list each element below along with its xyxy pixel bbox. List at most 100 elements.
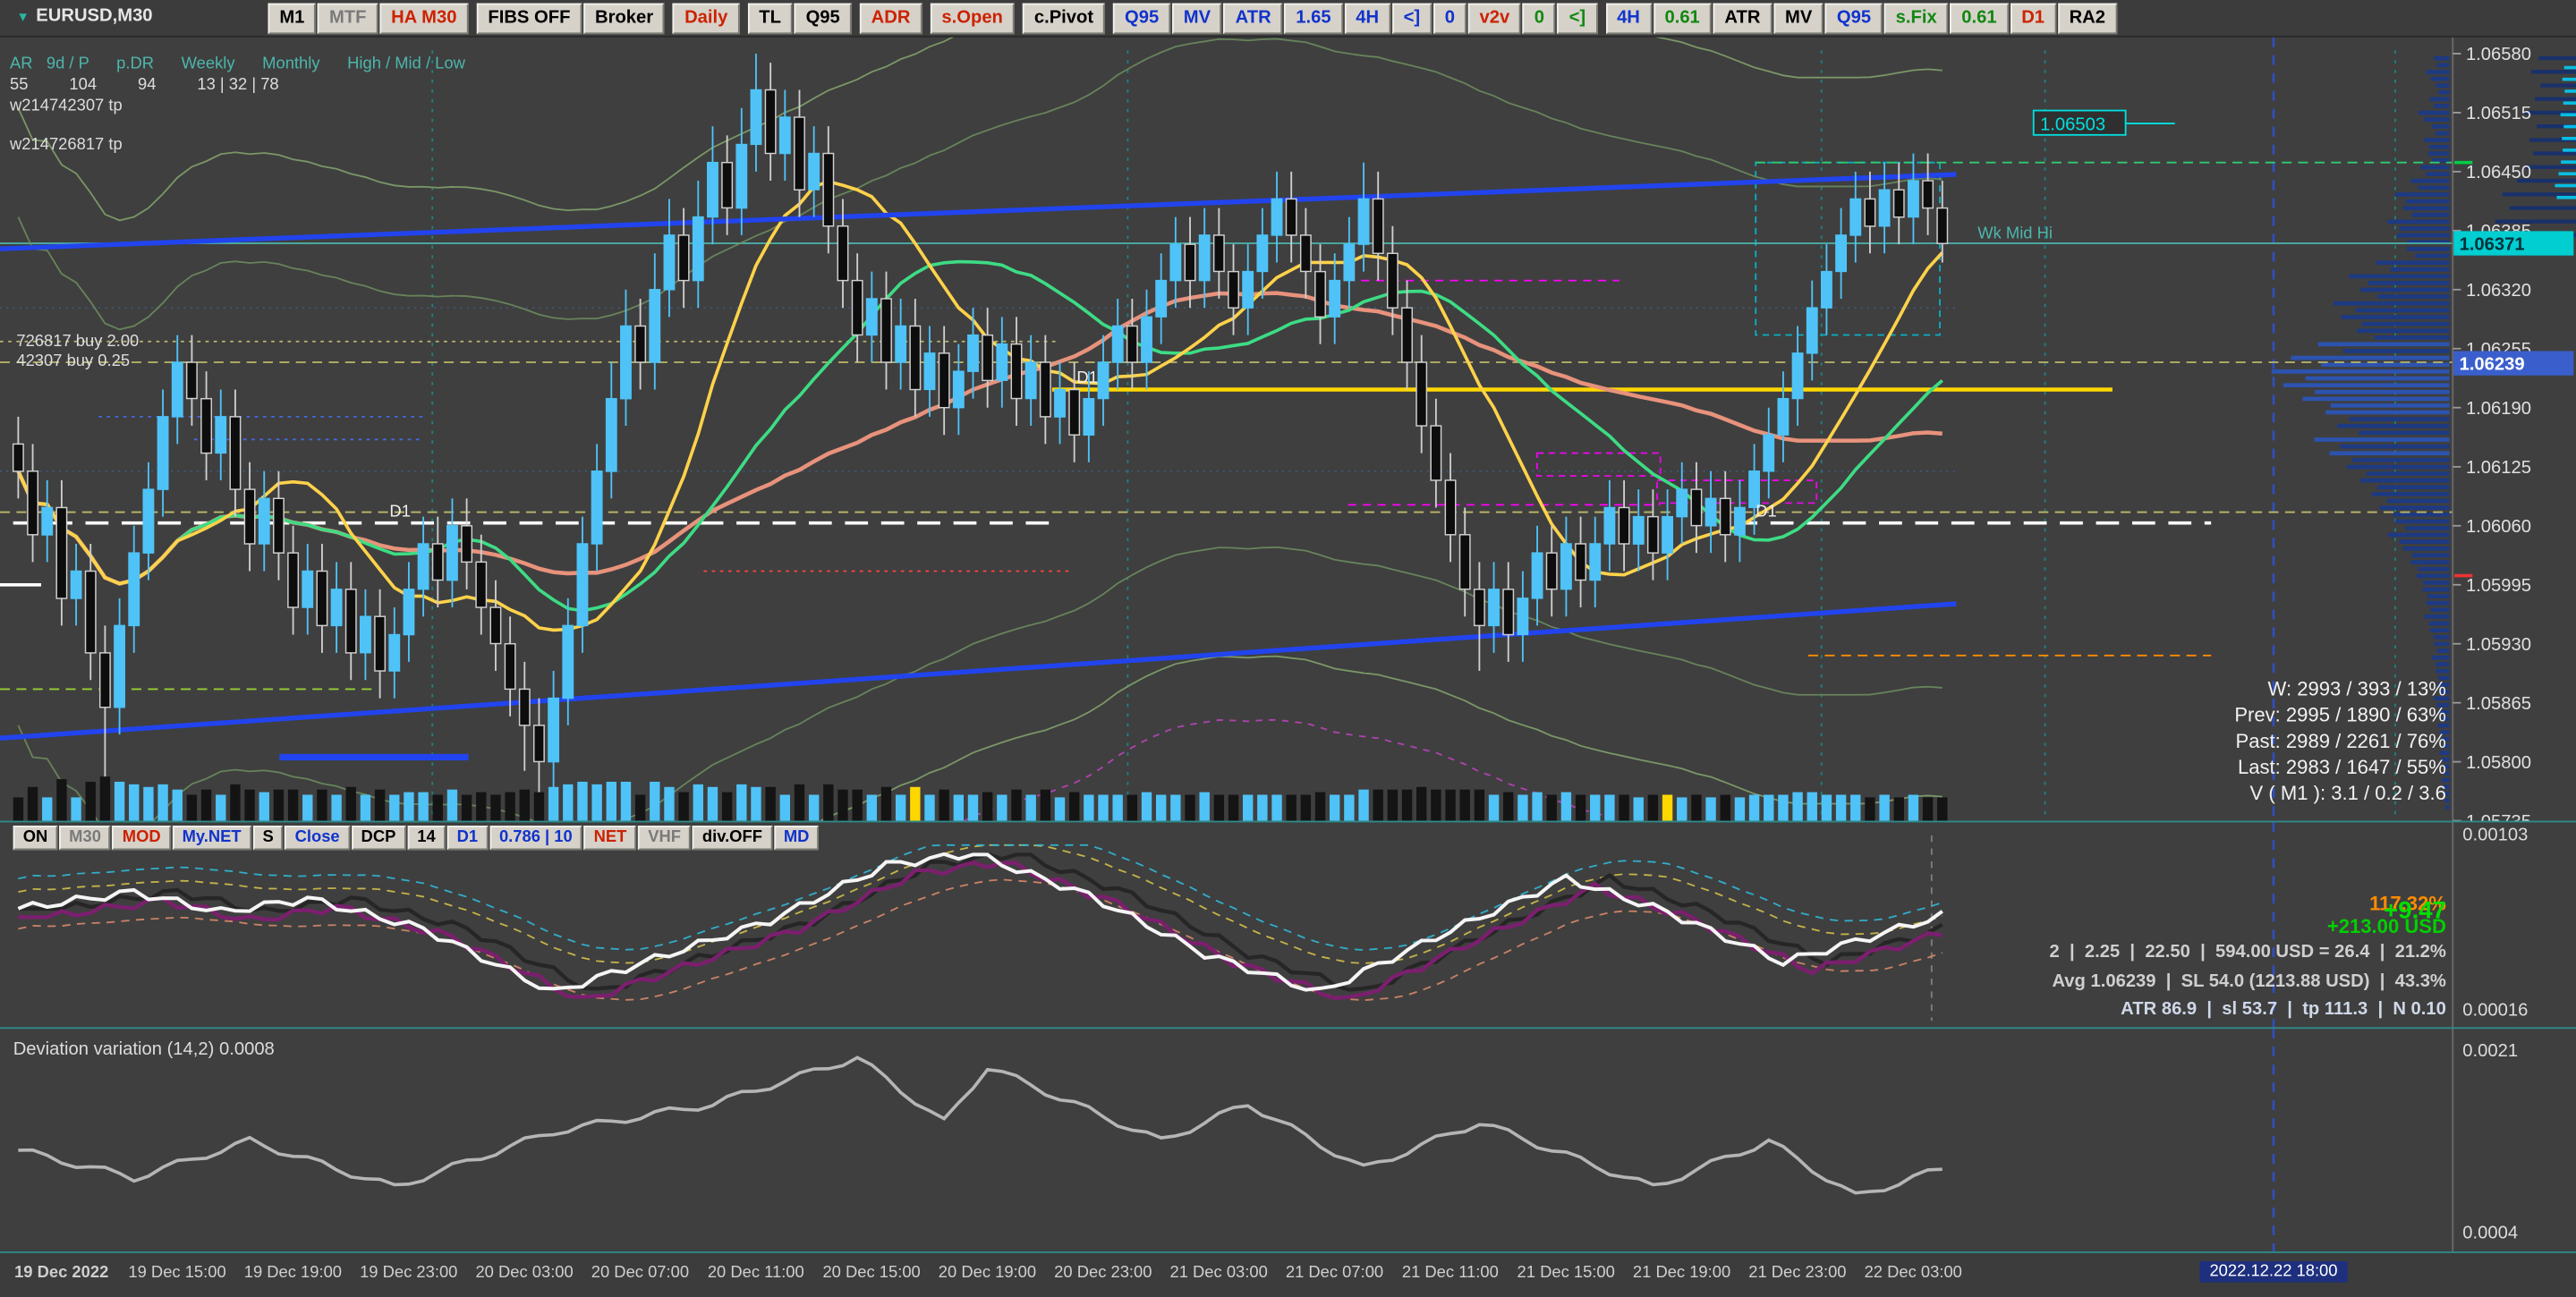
moving-averages	[16, 37, 1944, 821]
indicator-button-d1[interactable]: D1	[446, 826, 489, 851]
volume-histogram	[13, 776, 1948, 821]
toolbar-button-c.pivot[interactable]: c.Pivot	[1022, 3, 1105, 35]
toolbar-buttons: M1 MTF HA M30 FIBS OFF Broker Daily TL Q95 ADR s.…	[268, 3, 2117, 35]
price-marker-box: 1.06239	[2460, 354, 2525, 374]
price-scale-label: 1.06580	[2466, 45, 2531, 64]
price-chart-canvas[interactable]: 1.065801.065151.064501.063851.063201.062…	[0, 37, 2576, 821]
time-axis-label: 20 Dec 11:00	[707, 1264, 804, 1283]
time-axis-label: 21 Dec 07:00	[1285, 1264, 1384, 1283]
price-scale: 1.065801.065151.064501.063851.063201.062…	[2452, 37, 2576, 821]
indicator-button-md[interactable]: MD	[773, 826, 820, 851]
profit-usd: +213.00 USD	[2326, 914, 2446, 938]
oscillator-lines	[17, 822, 2454, 1030]
toolbar-group: TL Q95	[747, 3, 852, 35]
toolbar-button-mtf[interactable]: MTF	[318, 3, 378, 35]
indicator-button-div.off[interactable]: div.OFF	[692, 826, 772, 851]
symbol-tab[interactable]: ▼ EURUSD,M30	[4, 4, 166, 30]
time-axis-label: 20 Dec 23:00	[1054, 1264, 1152, 1283]
toolbar-button-atr[interactable]: ATR	[1223, 3, 1283, 35]
price-scale-label: 1.06320	[2466, 281, 2531, 301]
d1-level-label: D1	[1076, 368, 1097, 386]
time-axis-label: 21 Dec 23:00	[1748, 1264, 1847, 1283]
osc-scale-bottom: 0.00016	[2462, 1001, 2529, 1021]
toolbar-button-4h[interactable]: 4H	[1344, 3, 1390, 35]
toolbar-button-fibs-off[interactable]: FIBS OFF	[476, 3, 582, 35]
toolbar-button-0[interactable]: 0	[1522, 3, 1556, 35]
indicator-button-net[interactable]: NET	[583, 826, 637, 851]
volume-profile	[2271, 55, 2576, 810]
toolbar-button-broker[interactable]: Broker	[583, 3, 666, 35]
toolbar-button-v2v[interactable]: v2v	[1467, 3, 1522, 35]
toolbar-group: s.Open	[930, 3, 1015, 35]
toolbar-button-4h[interactable]: 4H	[1605, 3, 1652, 35]
oscillator-panel[interactable]: ON M30 MOD My.NET S Close DCP 14 D1 0.786 | 10 NET…	[0, 820, 2576, 1030]
toolbar-button-0[interactable]: 0	[1433, 3, 1467, 35]
indicator-button-mod[interactable]: MOD	[112, 826, 171, 851]
toolbar-button-mv[interactable]: MV	[1171, 3, 1222, 35]
deviation-canvas[interactable]	[0, 1029, 2576, 1253]
price-scale-label: 1.05865	[2466, 694, 2531, 714]
top-toolbar: ▼ EURUSD,M30 M1 MTF HA M30 FIBS OFF Broker Da…	[0, 0, 2576, 38]
toolbar-button-tl[interactable]: TL	[747, 3, 793, 35]
dev-scale-top: 0.0021	[2462, 1041, 2519, 1062]
deviation-panel[interactable]: Deviation variation (14,2) 0.0008 0.0021…	[0, 1027, 2576, 1253]
toolbar-button-d1[interactable]: D1	[2010, 3, 2056, 35]
toolbar-button-q95[interactable]: Q95	[1825, 3, 1883, 35]
toolbar-group: M1 MTF HA M30	[268, 3, 469, 35]
time-axis-label: 19 Dec 19:00	[243, 1264, 343, 1283]
indicator-button-my.net[interactable]: My.NET	[172, 826, 251, 851]
deviation-indicator-label: Deviation variation (14,2) 0.0008	[13, 1039, 275, 1060]
toolbar-button-0.61[interactable]: 0.61	[1653, 3, 1712, 35]
price-marker-box: 1.06371	[2460, 234, 2525, 254]
toolbar-button--[interactable]: <]	[1391, 3, 1433, 35]
time-axis-label: 21 Dec 11:00	[1401, 1264, 1499, 1283]
price-scale-label: 1.06060	[2466, 517, 2531, 537]
time-axis-label: 20 Dec 15:00	[822, 1264, 921, 1283]
toolbar-button-atr[interactable]: ATR	[1713, 3, 1773, 35]
toolbar-button-ra2[interactable]: RA2	[2057, 3, 2117, 35]
indicator-button-vhf[interactable]: VHF	[638, 826, 692, 851]
toolbar-button-0.61[interactable]: 0.61	[1950, 3, 2009, 35]
level-lines	[0, 161, 2453, 691]
time-cursor-box: 2022.12.22 18:00	[2199, 1260, 2348, 1283]
indicator-button-s[interactable]: S	[252, 826, 284, 851]
toolbar-button-q95[interactable]: Q95	[1113, 3, 1171, 35]
chevron-down-icon: ▼	[16, 8, 30, 24]
indicator-button-m30[interactable]: M30	[59, 826, 111, 851]
osc-scale-top: 0.00103	[2462, 826, 2529, 845]
indicator-button-on[interactable]: ON	[13, 826, 58, 851]
toolbar-button-m1[interactable]: M1	[268, 3, 317, 35]
price-scale-label: 1.06450	[2466, 163, 2531, 182]
d1-level-label: D1	[1756, 502, 1776, 521]
time-axis-label: 20 Dec 03:00	[475, 1264, 574, 1283]
time-axis-label: 19 Dec 15:00	[128, 1264, 226, 1283]
time-axis-label: 21 Dec 19:00	[1632, 1264, 1731, 1283]
toolbar-button-s.fix[interactable]: s.Fix	[1883, 3, 1949, 35]
toolbar-button-mv[interactable]: MV	[1773, 3, 1824, 35]
toolbar-button-adr[interactable]: ADR	[859, 3, 922, 35]
toolbar-button-s.open[interactable]: s.Open	[930, 3, 1015, 35]
trend-lines	[0, 172, 1957, 761]
oscillator-canvas[interactable]	[0, 822, 2576, 1030]
time-axis: 2022.12.22 18:00 19 Dec 2022 19 Dec 15:00…	[0, 1251, 2576, 1297]
indicator-button-close[interactable]: Close	[285, 826, 350, 851]
dashed-boxes	[1535, 161, 1941, 504]
toolbar-button-1.65[interactable]: 1.65	[1284, 3, 1343, 35]
indicator-button-14[interactable]: 14	[407, 826, 446, 851]
toolbar-group: Daily	[673, 3, 740, 35]
toolbar-group: Q95 MV ATR 1.65 4H <] 0 v2v 0 <]	[1113, 3, 1598, 35]
indicator-button-dcp[interactable]: DCP	[351, 826, 406, 851]
candlesticks	[12, 53, 1949, 799]
symbol-label: EURUSD,M30	[36, 6, 153, 27]
toolbar-button-q95[interactable]: Q95	[794, 3, 852, 35]
toolbar-button-ha-m30[interactable]: HA M30	[379, 3, 469, 35]
price-scale-label: 1.05735	[2466, 812, 2531, 821]
position-line-2: Avg 1.06239 | SL 54.0 (1213.88 USD) | 43…	[2052, 971, 2446, 992]
toolbar-button--[interactable]: <]	[1557, 3, 1598, 35]
indicator-button-0.786-10[interactable]: 0.786 | 10	[489, 826, 582, 851]
main-chart-area[interactable]: 1.065801.065151.064501.063851.063201.062…	[0, 37, 2576, 821]
wk-mid-hi-label: Wk Mid Hi	[1977, 224, 2053, 242]
toolbar-button-daily[interactable]: Daily	[673, 3, 740, 35]
dev-scale-bottom: 0.0004	[2462, 1224, 2519, 1244]
price-scale-label: 1.05800	[2466, 753, 2531, 773]
